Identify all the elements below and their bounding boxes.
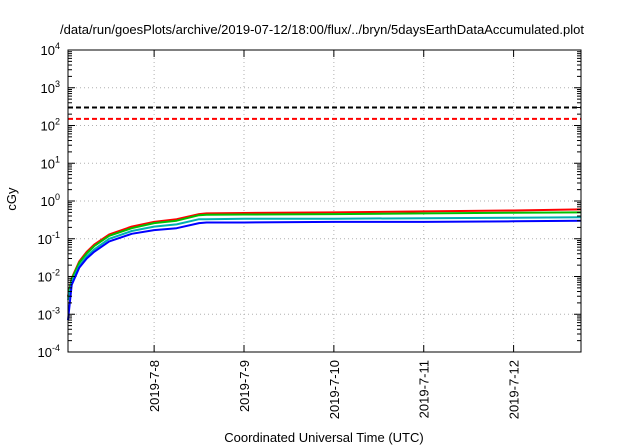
y-axis-label: cGy bbox=[4, 187, 19, 211]
x-tick-label: 2019-7-10 bbox=[327, 360, 342, 419]
y-tick-label: 102 bbox=[41, 117, 60, 134]
threshold-lines bbox=[68, 106, 581, 120]
y-tick-label: 104 bbox=[41, 41, 60, 58]
y-tick-label: 10-1 bbox=[38, 230, 60, 247]
x-axis: 2019-7-8 2019-7-9 2019-7-10 2019-7-11 2019-7… bbox=[147, 50, 522, 419]
x-tick-label: 2019-7-8 bbox=[147, 360, 162, 412]
y-tick-label: 103 bbox=[41, 79, 60, 96]
series-line bbox=[67, 211, 582, 298]
series-lines bbox=[67, 208, 582, 321]
series-line bbox=[67, 219, 582, 321]
x-tick-label: 2019-7-12 bbox=[507, 360, 522, 419]
y-axis: 10-4 10-3 10-2 10-1 100 101 102 103 104 bbox=[38, 41, 581, 360]
x-tick-label: 2019-7-11 bbox=[417, 360, 432, 418]
y-tick-label: 100 bbox=[41, 192, 60, 209]
y-tick-label: 10-3 bbox=[38, 305, 60, 322]
y-tick-label: 10-2 bbox=[38, 268, 60, 285]
y-tick-label: 10-4 bbox=[38, 343, 60, 360]
x-axis-label: Coordinated Universal Time (UTC) bbox=[224, 430, 423, 445]
y-tick-label: 101 bbox=[41, 154, 60, 171]
grid bbox=[68, 50, 581, 352]
series-line bbox=[67, 216, 582, 301]
chart-title: /data/run/goesPlots/archive/2019-07-12/1… bbox=[60, 22, 584, 37]
x-tick-label: 2019-7-9 bbox=[237, 360, 252, 412]
